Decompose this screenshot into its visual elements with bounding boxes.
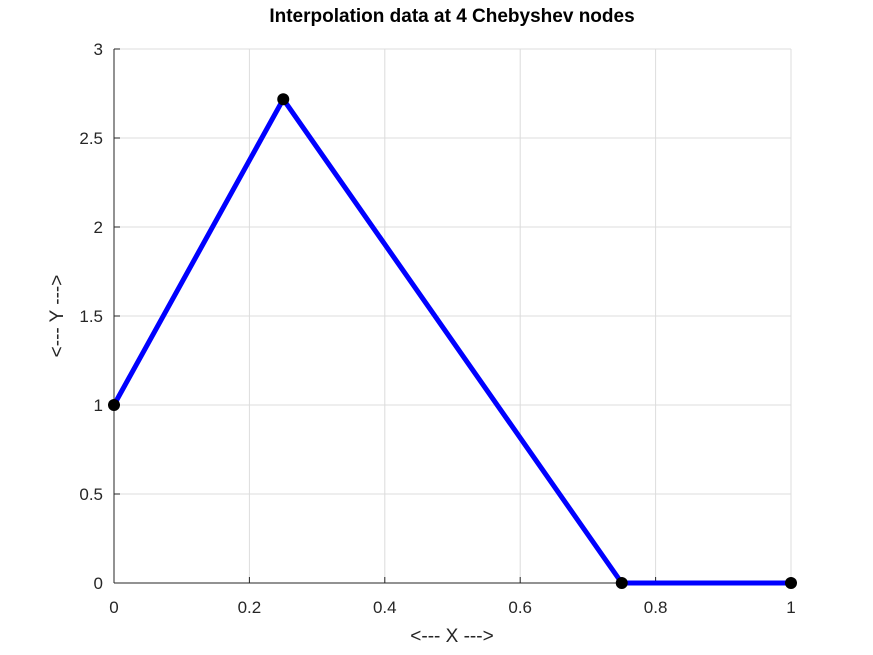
x-tick-label: 1 <box>786 598 795 617</box>
data-point <box>108 399 120 411</box>
y-tick-label: 0 <box>94 574 103 593</box>
x-tick-label: 0.6 <box>508 598 532 617</box>
y-tick-label: 2.5 <box>79 129 103 148</box>
series <box>108 93 797 589</box>
data-point <box>615 577 628 589</box>
y-tick-label: 1.5 <box>79 307 103 326</box>
x-tick-label: 0.8 <box>644 598 668 617</box>
chart-title: Interpolation data at 4 Chebyshev nodes <box>269 6 634 27</box>
series-line <box>111 96 794 586</box>
x-tick-label: 0.4 <box>373 598 397 617</box>
y-tick-label: 2 <box>94 218 103 237</box>
y-axis-label: <--- Y ---> <box>47 275 68 358</box>
data-point <box>277 93 290 106</box>
data-point <box>785 577 797 589</box>
y-tick-label: 1 <box>94 396 103 415</box>
y-ticks: 0 0.5 1 1.5 2 2.5 3 <box>79 40 120 593</box>
x-ticks: 0 0.2 0.4 0.6 0.8 1 <box>109 577 796 617</box>
x-tick-label: 0 <box>109 598 118 617</box>
x-axis-label: <--- X ---> <box>410 626 493 647</box>
y-tick-label: 3 <box>94 40 103 59</box>
x-tick-label: 0.2 <box>238 598 262 617</box>
y-tick-label: 0.5 <box>79 485 103 504</box>
